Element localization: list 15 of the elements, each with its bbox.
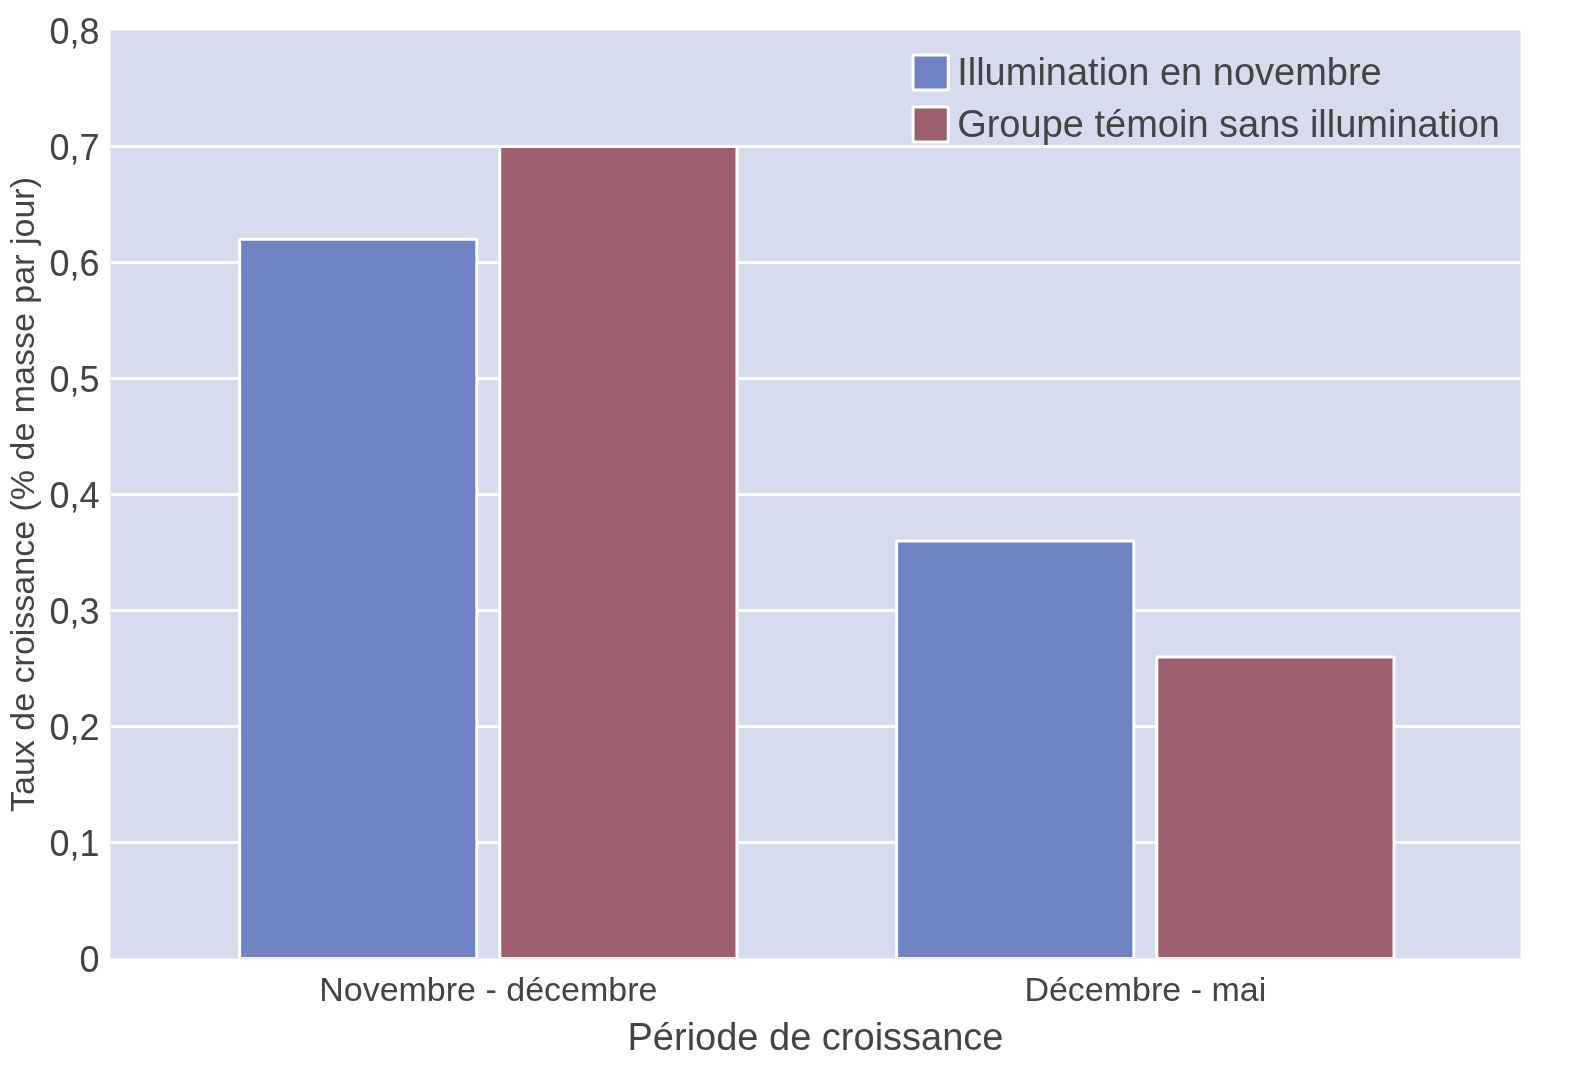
y-axis-title: Taux de croissance (% de masse par jour)	[3, 177, 42, 812]
y-tick-label: 0,7	[49, 126, 100, 168]
legend-label: Groupe témoin sans illumination	[957, 102, 1500, 146]
y-tick-label: 0,5	[49, 358, 100, 400]
y-tick-label: 0,3	[49, 590, 100, 632]
y-tick-label: 0,4	[49, 474, 100, 516]
y-tick-label: 0,6	[49, 242, 100, 284]
x-tick-label: Décembre - mai	[1024, 969, 1267, 1008]
y-tick-label: 0,2	[49, 706, 100, 748]
y-tick-label: 0,8	[49, 10, 100, 52]
y-tick-label: 0	[79, 938, 100, 980]
x-axis-title: Période de croissance	[627, 1015, 1004, 1058]
legend-label: Illumination en novembre	[957, 50, 1382, 94]
y-tick-label: 0,1	[49, 822, 100, 864]
x-tick-label: Novembre - décembre	[319, 969, 658, 1008]
